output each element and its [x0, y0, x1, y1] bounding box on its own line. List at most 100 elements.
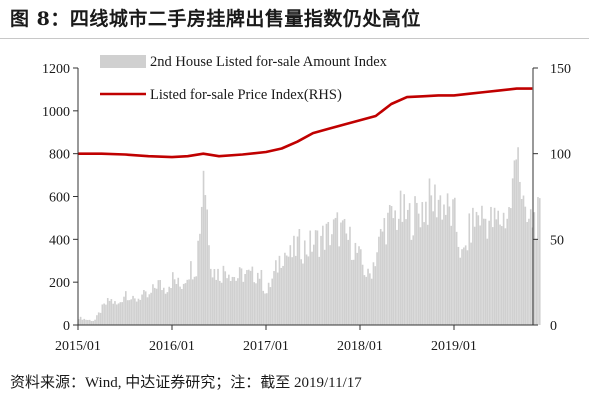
- x-tick-label: 2018/01: [337, 339, 383, 354]
- amount-index-bar: [519, 181, 521, 325]
- amount-index-bars: [78, 147, 541, 325]
- amount-index-bar: [493, 207, 496, 325]
- amount-index-bar: [374, 266, 377, 325]
- amount-index-bar: [403, 194, 406, 325]
- amount-index-bar: [510, 208, 512, 325]
- amount-index-bar: [172, 272, 174, 325]
- right-tick-label: 50: [550, 233, 564, 248]
- amount-index-bar: [285, 255, 288, 325]
- amount-index-bar: [394, 210, 396, 325]
- amount-index-bar: [143, 290, 145, 325]
- amount-index-bar: [177, 277, 180, 325]
- amount-index-bar: [446, 193, 449, 325]
- amount-index-bar: [206, 209, 208, 325]
- left-tick-label: 1200: [42, 62, 70, 77]
- left-tick-label: 400: [49, 233, 70, 248]
- amount-index-bar: [432, 211, 434, 325]
- amount-index-bar: [148, 294, 151, 325]
- amount-index-bar: [293, 235, 295, 325]
- amount-index-bar: [508, 207, 510, 325]
- amount-index-bar: [517, 147, 519, 325]
- amount-index-bar: [370, 278, 373, 325]
- amount-index-bar: [96, 315, 98, 325]
- amount-index-bar: [197, 240, 199, 325]
- amount-index-bar: [101, 304, 104, 325]
- x-tick-label: 2019/01: [431, 339, 477, 354]
- amount-index-bar: [468, 213, 471, 325]
- amount-index-bar: [320, 235, 322, 325]
- amount-index-bar: [538, 198, 541, 325]
- amount-index-bar: [475, 211, 478, 325]
- amount-index-bar: [529, 209, 532, 325]
- amount-index-bar: [417, 213, 420, 325]
- amount-index-bar: [435, 217, 438, 325]
- left-tick-label: 200: [49, 276, 70, 291]
- amount-index-bar: [399, 190, 402, 325]
- amount-index-bar: [390, 206, 393, 325]
- amount-index-bar: [152, 284, 154, 325]
- amount-index-bar: [233, 277, 236, 325]
- amount-index-bar: [291, 257, 293, 325]
- amount-index-bar: [181, 288, 183, 325]
- amount-index-bar: [520, 199, 523, 325]
- amount-index-bar: [199, 233, 201, 325]
- amount-index-bar: [428, 178, 431, 325]
- amount-index-bar: [352, 259, 355, 325]
- amount-index-bar: [491, 227, 494, 325]
- amount-index-bar: [367, 268, 369, 325]
- amount-index-bar: [379, 228, 382, 325]
- amount-index-bar: [383, 218, 386, 325]
- amount-index-bar: [490, 206, 492, 325]
- amount-index-bar: [345, 233, 348, 325]
- amount-index-bar: [271, 278, 274, 325]
- amount-index-bar: [256, 272, 259, 325]
- amount-index-bar: [296, 236, 299, 325]
- amount-index-bar: [334, 217, 337, 325]
- amount-index-bar: [425, 201, 427, 325]
- amount-index-bar: [457, 246, 460, 325]
- amount-index-bar: [479, 225, 481, 325]
- amount-index-bar: [123, 296, 125, 325]
- amount-index-bar: [244, 273, 246, 325]
- amount-index-bar: [132, 295, 134, 325]
- amount-index-bar: [94, 319, 96, 325]
- amount-index-bar: [452, 199, 454, 325]
- amount-index-bar: [253, 282, 255, 325]
- amount-index-bar: [166, 292, 169, 325]
- amount-index-bar: [513, 160, 516, 325]
- amount-index-bar: [85, 319, 87, 325]
- amount-index-bar: [170, 288, 172, 325]
- amount-index-bar: [439, 195, 442, 325]
- amount-index-bar: [251, 266, 254, 325]
- amount-index-bar: [387, 212, 389, 325]
- amount-index-bar: [311, 251, 313, 325]
- amount-index-bar: [356, 252, 359, 325]
- amount-index-bar: [103, 303, 105, 325]
- amount-index-bar: [266, 293, 268, 325]
- amount-index-bar: [228, 274, 230, 325]
- amount-index-bar: [92, 320, 95, 325]
- amount-index-bar: [262, 290, 265, 325]
- amount-index-bar: [499, 224, 501, 325]
- amount-index-bar: [153, 287, 156, 325]
- amount-index-bar: [231, 276, 234, 325]
- amount-index-bar: [217, 268, 219, 325]
- amount-index-bar: [213, 269, 216, 325]
- amount-index-bar: [419, 227, 422, 325]
- amount-index-bar: [354, 242, 357, 325]
- amount-index-bar: [325, 223, 328, 325]
- x-tick-label: 2017/01: [243, 339, 289, 354]
- amount-index-bar: [450, 225, 453, 325]
- amount-index-bar: [99, 312, 102, 325]
- amount-index-bar: [459, 257, 462, 325]
- amount-index-bar: [168, 286, 171, 325]
- amount-index-bar: [200, 206, 203, 325]
- title-divider: [0, 38, 589, 39]
- x-tick-label: 2016/01: [149, 339, 195, 354]
- amount-index-bar: [137, 298, 140, 325]
- amount-index-bar: [114, 301, 116, 325]
- source-note: 资料来源：Wind, 中达证券研究；注：截至 2019/11/17: [10, 375, 362, 391]
- amount-index-bar: [412, 235, 415, 325]
- amount-index-bar: [276, 272, 279, 325]
- amount-index-bar: [300, 259, 302, 325]
